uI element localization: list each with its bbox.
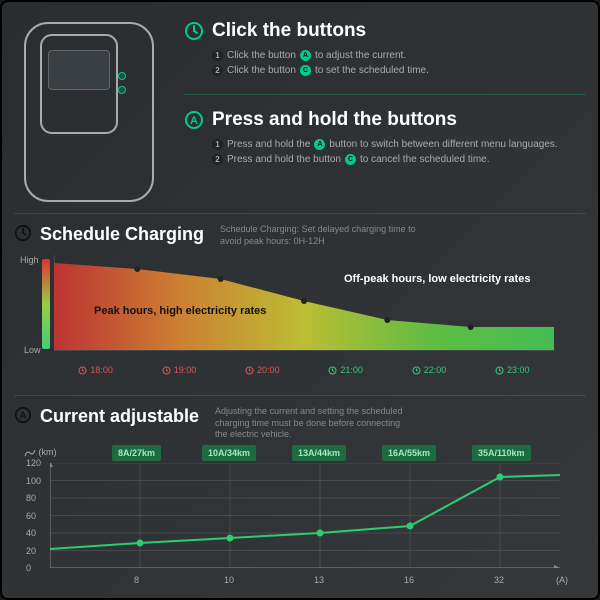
time-tick: 22:00: [412, 365, 447, 375]
clock-icon: [184, 21, 204, 41]
svg-text:A: A: [190, 115, 198, 127]
time-tick: 18:00: [78, 365, 113, 375]
x-tick: 8: [134, 575, 139, 585]
c-button-badge: C: [300, 65, 311, 76]
time-tick: 21:00: [328, 365, 363, 375]
a-icon: A: [184, 110, 204, 130]
y-tick: 60: [26, 511, 36, 521]
gradient-scale-icon: [42, 259, 50, 349]
x-tick: 16: [404, 575, 414, 585]
x-tick: 13: [314, 575, 324, 585]
top-section: Click the buttons 1 Click the button A t…: [14, 14, 586, 214]
amp-badge: 16A/55km: [382, 445, 436, 461]
hold-instructions: A Press and hold the buttons 1 Press and…: [184, 109, 586, 165]
amp-badge: 13A/44km: [292, 445, 346, 461]
amp-badge: 35A/110km: [472, 445, 531, 461]
device-screen: [48, 50, 110, 90]
y-tick: 80: [26, 493, 36, 503]
bullet-2-icon: 2: [212, 65, 223, 76]
y-tick: 120: [26, 458, 41, 468]
peak-label: Peak hours, high electricity rates: [94, 305, 266, 317]
x-tick: 32: [494, 575, 504, 585]
time-tick: 19:00: [162, 365, 197, 375]
y-unit-label: (km): [24, 447, 57, 458]
a-button-badge: A: [300, 50, 311, 61]
current-title: Current adjustable: [40, 406, 199, 427]
schedule-section: Schedule Charging Schedule Charging: Set…: [14, 224, 586, 396]
y-tick: 40: [26, 528, 36, 538]
y-tick: 100: [26, 476, 41, 486]
y-low-label: Low: [24, 345, 41, 355]
amp-badge: 10A/34km: [202, 445, 256, 461]
svg-text:A: A: [19, 411, 26, 422]
click-instructions: Click the buttons 1 Click the button A t…: [184, 20, 586, 76]
x-tick: 10: [224, 575, 234, 585]
c-button-badge: C: [345, 154, 356, 165]
current-line-chart: [50, 463, 560, 568]
amp-badge: 8A/27km: [112, 445, 161, 461]
time-tick: 23:00: [495, 365, 530, 375]
hold-title: Press and hold the buttons: [212, 109, 457, 131]
current-section: A Current adjustable Adjusting the curre…: [14, 406, 586, 586]
time-tick: 20:00: [245, 365, 280, 375]
instructions: Click the buttons 1 Click the button A t…: [184, 14, 586, 205]
device-button-a-icon: [118, 72, 126, 80]
click-title: Click the buttons: [212, 20, 366, 42]
current-chart: (km) (A) 020406080100120 810131632 8A/27…: [50, 445, 560, 583]
bullet-1-icon: 1: [212, 139, 223, 150]
y-tick: 0: [26, 563, 31, 573]
schedule-chart: High Low Peak hours, high: [54, 255, 554, 375]
a-button-badge: A: [314, 139, 325, 150]
bullet-2-icon: 2: [212, 154, 223, 165]
schedule-title: Schedule Charging: [40, 224, 204, 245]
y-high-label: High: [20, 255, 39, 265]
x-unit-label: (A): [556, 575, 568, 585]
device-illustration: [14, 14, 164, 205]
a-icon: A: [14, 406, 32, 429]
schedule-subtitle: Schedule Charging: Set delayed charging …: [220, 224, 420, 247]
clock-icon: [14, 224, 32, 247]
bullet-1-icon: 1: [212, 50, 223, 61]
device-button-c-icon: [118, 86, 126, 94]
main-panel: Click the buttons 1 Click the button A t…: [0, 0, 600, 600]
y-tick: 20: [26, 546, 36, 556]
offpeak-label: Off-peak hours, low electricity rates: [344, 273, 530, 285]
current-subtitle: Adjusting the current and setting the sc…: [215, 406, 415, 441]
